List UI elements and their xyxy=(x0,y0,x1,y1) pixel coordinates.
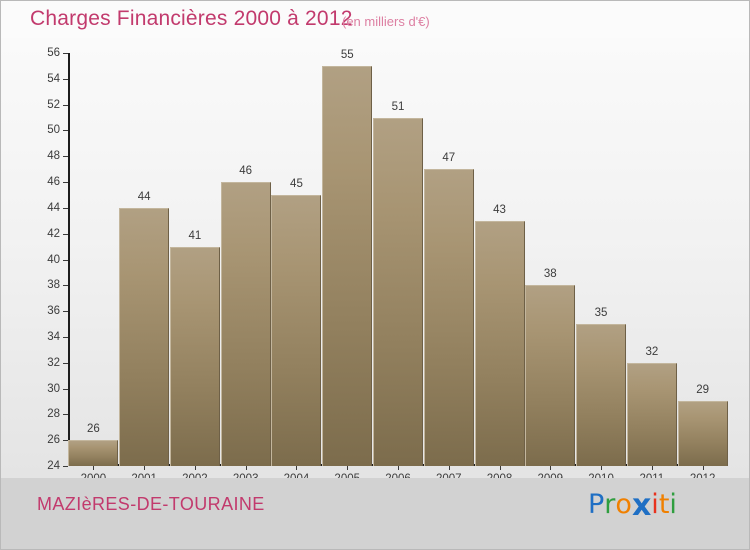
logo-letter-4: i xyxy=(651,489,659,520)
y-tick-label: 42 xyxy=(47,227,60,240)
bar-2002[interactable] xyxy=(169,246,220,466)
bar-value-label: 38 xyxy=(543,268,557,281)
chart-footer: MAZIèRES-DE-TOURAINE Proxiti xyxy=(1,478,749,549)
x-tick-mark xyxy=(93,466,95,470)
logo-letter-3: x xyxy=(631,488,652,523)
x-tick-mark xyxy=(448,466,450,470)
proxiti-logo[interactable]: Proxiti xyxy=(588,486,677,523)
logo-letter-6: i xyxy=(669,489,677,520)
bar-value-label: 51 xyxy=(391,100,405,113)
y-tick-mark xyxy=(63,156,68,158)
x-tick-mark xyxy=(347,466,349,470)
y-tick-mark xyxy=(63,388,68,390)
y-tick-label: 30 xyxy=(47,382,60,395)
y-tick-mark xyxy=(63,182,68,184)
y-tick-label: 44 xyxy=(47,201,60,214)
y-tick-label: 24 xyxy=(47,460,60,472)
x-tick-mark xyxy=(245,466,247,470)
y-tick-label: 26 xyxy=(47,434,60,447)
x-tick-mark xyxy=(550,466,552,470)
y-tick-mark xyxy=(63,311,68,313)
bar-2006[interactable] xyxy=(373,117,423,466)
y-tick-mark xyxy=(63,130,68,132)
bar-2005[interactable] xyxy=(322,65,373,466)
page-subtitle: (en milliers d'€) xyxy=(342,14,430,29)
y-tick-label: 48 xyxy=(47,150,60,163)
y-tick-mark xyxy=(63,53,68,54)
bar-2007[interactable] xyxy=(423,169,474,466)
y-tick-mark xyxy=(63,285,68,287)
y-tick-label: 54 xyxy=(47,72,60,85)
y-tick-mark xyxy=(63,78,68,80)
y-axis-line xyxy=(68,53,70,466)
bar-value-label: 29 xyxy=(696,384,710,397)
page-title: Charges Financières 2000 à 2012 xyxy=(30,7,353,30)
x-tick-mark xyxy=(398,466,399,470)
bar-value-label: 43 xyxy=(493,203,506,216)
y-tick-label: 32 xyxy=(47,356,60,369)
y-tick-label: 46 xyxy=(47,176,60,189)
logo-letter-5: t xyxy=(658,489,670,520)
bar-value-label: 55 xyxy=(340,48,354,61)
bar-2008[interactable] xyxy=(474,220,525,466)
y-tick-mark xyxy=(63,336,68,338)
bar-2001[interactable] xyxy=(119,207,170,466)
y-tick-label: 34 xyxy=(47,330,60,343)
y-tick-mark xyxy=(63,104,68,106)
bar-value-label: 35 xyxy=(594,307,608,320)
y-tick-mark xyxy=(63,440,68,442)
y-tick-mark xyxy=(63,414,68,416)
y-tick-mark xyxy=(63,233,68,235)
y-tick-label: 56 xyxy=(47,47,60,59)
x-tick-mark xyxy=(194,466,196,470)
x-tick-mark xyxy=(702,466,704,470)
y-tick-label: 28 xyxy=(47,408,60,421)
bar-value-label: 46 xyxy=(239,165,253,178)
y-tick-mark xyxy=(63,466,68,467)
bar-2011[interactable] xyxy=(626,362,677,466)
commune-name: MAZIèRES-DE-TOURAINE xyxy=(37,494,265,514)
bar-value-label: 32 xyxy=(645,345,659,358)
x-tick-mark xyxy=(601,466,603,470)
bar-value-label: 45 xyxy=(290,177,303,190)
logo-letter-1: r xyxy=(604,489,616,520)
bar-2000[interactable] xyxy=(68,440,119,466)
y-tick-label: 50 xyxy=(47,124,60,137)
logo-letter-2: o xyxy=(615,489,632,520)
x-tick-mark xyxy=(296,466,298,470)
x-tick-mark xyxy=(144,466,146,470)
chart-header: Charges Financières 2000 à 2012 (en mill… xyxy=(1,1,749,38)
x-tick-mark xyxy=(651,466,653,470)
y-tick-label: 52 xyxy=(47,98,60,111)
y-tick-mark xyxy=(63,259,68,261)
bar-value-label: 47 xyxy=(442,152,456,165)
bar-2012[interactable] xyxy=(677,401,728,466)
x-tick-mark xyxy=(499,466,501,470)
y-tick-label: 38 xyxy=(47,279,60,292)
y-tick-label: 40 xyxy=(47,253,60,266)
bar-value-label: 44 xyxy=(137,190,151,203)
bar-2009[interactable] xyxy=(525,285,576,466)
y-tick-mark xyxy=(63,362,68,364)
bar-value-label: 41 xyxy=(188,229,202,242)
y-tick-mark xyxy=(63,207,68,209)
bar-value-label: 26 xyxy=(86,423,100,436)
bar-2004[interactable] xyxy=(271,194,322,466)
y-tick-label: 36 xyxy=(47,305,60,318)
bar-2010[interactable] xyxy=(576,324,627,466)
logo-letter-0: P xyxy=(588,489,605,520)
bar-2003[interactable] xyxy=(220,182,271,466)
